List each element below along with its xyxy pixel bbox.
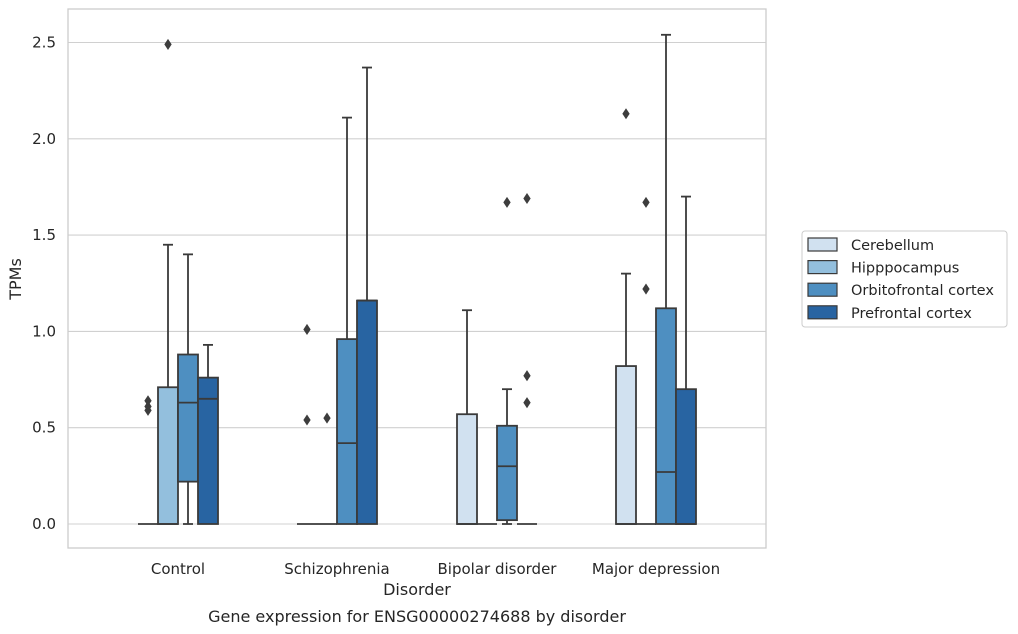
outlier-point bbox=[523, 370, 531, 382]
outlier-point bbox=[503, 196, 511, 208]
plot-frame bbox=[67, 8, 767, 549]
box-plot-mark bbox=[675, 195, 697, 525]
y-tick-label: 1.5 bbox=[32, 226, 56, 244]
iqr-box bbox=[157, 386, 179, 525]
x-tick-label: Schizophrenia bbox=[284, 560, 389, 578]
iqr-box bbox=[675, 388, 697, 525]
legend-swatch bbox=[807, 237, 838, 252]
box-plot-mark bbox=[356, 66, 378, 525]
legend-label: Prefrontal cortex bbox=[851, 306, 972, 322]
box-plot-mark bbox=[636, 196, 656, 525]
legend-swatch bbox=[807, 305, 838, 320]
outlier-point bbox=[164, 38, 172, 50]
y-tick-label: 1.0 bbox=[32, 322, 56, 340]
legend-label: Orbitofrontal cortex bbox=[851, 283, 994, 299]
legend: Cerebellum Hipppocampus Orbitofrontal cort… bbox=[801, 230, 1008, 328]
y-axis-label: TPMs bbox=[6, 258, 25, 301]
iqr-box bbox=[336, 338, 358, 525]
y-tick-label: 0.5 bbox=[32, 419, 56, 437]
y-tick-label: 0.0 bbox=[32, 515, 56, 533]
iqr-box bbox=[356, 299, 378, 525]
box-plot-mark bbox=[517, 192, 537, 525]
box-plot-mark bbox=[317, 412, 337, 525]
iqr-box bbox=[496, 424, 518, 522]
legend-frame bbox=[801, 230, 1008, 328]
outlier-point bbox=[523, 192, 531, 205]
legend-label: Hipppocampus bbox=[851, 261, 959, 277]
x-tick-label: Major depression bbox=[592, 560, 720, 578]
outlier-point bbox=[323, 412, 331, 424]
outlier-point bbox=[144, 400, 152, 413]
y-tick-labels: 0.0 0.5 1.0 1.5 2.0 2.5 bbox=[32, 34, 56, 534]
outlier-point bbox=[144, 395, 152, 407]
iqr-box bbox=[655, 307, 677, 525]
iqr-box bbox=[197, 376, 219, 525]
box-plot-mark bbox=[197, 343, 219, 525]
outlier-point bbox=[642, 196, 650, 208]
iqr-box bbox=[177, 353, 199, 483]
y-tick-label: 2.5 bbox=[32, 34, 56, 52]
box-plot-mark bbox=[138, 395, 158, 525]
outlier-point bbox=[622, 108, 630, 120]
series-orbitofrontal-cortex bbox=[177, 33, 677, 525]
series-prefrontal-cortex bbox=[197, 66, 697, 525]
iqr-box bbox=[456, 413, 478, 525]
series-cerebellum bbox=[138, 108, 637, 525]
outlier-point bbox=[303, 323, 311, 336]
x-axis-label: Disorder bbox=[383, 580, 451, 599]
box-series bbox=[138, 33, 697, 525]
box-plot-mark bbox=[456, 309, 478, 525]
box-plot-mark bbox=[297, 323, 317, 525]
iqr-box bbox=[615, 365, 637, 525]
y-tick-label: 2.0 bbox=[32, 130, 56, 148]
legend-swatch bbox=[807, 282, 838, 297]
legend-swatch bbox=[807, 260, 838, 275]
x-tick-label: Bipolar disorder bbox=[438, 560, 558, 578]
box-plot-mark bbox=[496, 196, 518, 525]
outlier-point bbox=[523, 397, 531, 409]
legend-label: Cerebellum bbox=[851, 238, 934, 254]
box-plot-mark bbox=[615, 108, 637, 525]
outlier-point bbox=[642, 283, 650, 295]
x-tick-label: Control bbox=[151, 560, 205, 578]
chart-caption: Gene expression for ENSG00000274688 by d… bbox=[208, 607, 626, 626]
box-plot-mark bbox=[177, 253, 199, 525]
box-plot-mark bbox=[655, 33, 677, 525]
x-tick-labels: Control Schizophrenia Bipolar disorder Majo… bbox=[151, 560, 720, 578]
outlier-point bbox=[303, 414, 311, 426]
